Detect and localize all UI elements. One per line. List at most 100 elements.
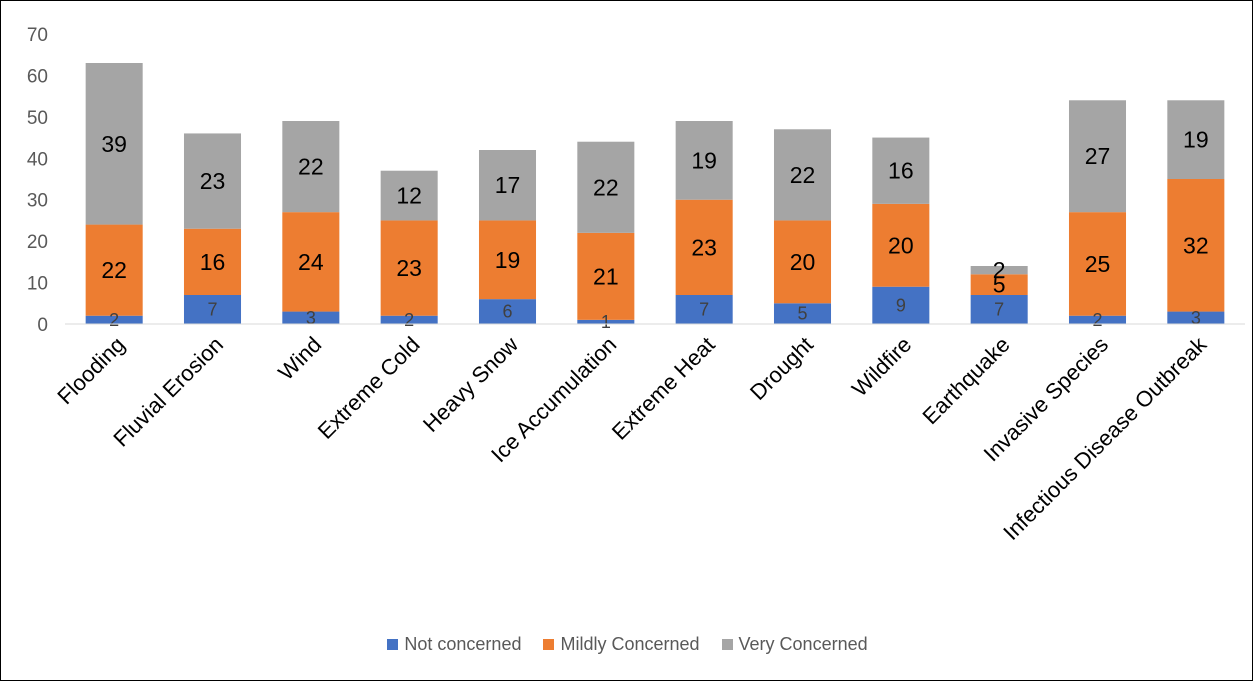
y-tick-label: 30 [27, 191, 48, 212]
legend-item: Not concerned [387, 634, 521, 655]
bar-segment [183, 228, 242, 295]
data-label: 22 [790, 162, 816, 188]
bar-segment [183, 295, 242, 324]
bar-segment [577, 232, 635, 320]
bar-segment [85, 315, 143, 324]
bar-segment [577, 319, 635, 324]
bar-segment [1068, 315, 1127, 324]
legend-item: Very Concerned [721, 634, 868, 655]
bar-segment [282, 212, 340, 312]
data-label: 25 [1085, 251, 1111, 277]
x-tick-label: Drought [745, 332, 818, 405]
bar-segment [577, 141, 635, 233]
bar-segment [1167, 100, 1225, 179]
bar-segment [282, 311, 340, 324]
x-tick-label: Wildfire [847, 332, 917, 402]
y-tick-label: 10 [27, 274, 48, 295]
data-label: 3 [1191, 308, 1201, 328]
y-tick-label: 70 [27, 25, 48, 46]
data-label: 5 [797, 304, 807, 324]
y-tick-label: 50 [27, 108, 48, 129]
x-tick-label: Earthquake [917, 332, 1014, 429]
data-label: 1 [601, 312, 611, 332]
bar-segment [675, 199, 733, 295]
bar-segment [675, 295, 733, 324]
data-label: 20 [888, 232, 914, 258]
legend: Not concerned Mildly Concerned Very Concer… [1, 634, 1253, 655]
data-label: 2 [404, 310, 414, 330]
data-label: 19 [495, 247, 521, 273]
y-tick-label: 60 [27, 66, 48, 87]
bar-segment [773, 303, 832, 324]
bar-segment [773, 129, 832, 221]
bar-segment [675, 121, 733, 200]
data-label: 17 [495, 172, 521, 198]
bar-segment [478, 220, 537, 300]
data-label: 16 [200, 249, 226, 275]
x-tick-label: Extreme Cold [313, 332, 425, 444]
x-tick-label: Extreme Heat [607, 332, 720, 445]
data-label: 20 [790, 249, 816, 275]
bar-segment [1167, 179, 1225, 312]
bar-segment [1068, 212, 1127, 316]
bar-segment [872, 137, 930, 204]
data-label: 23 [396, 255, 422, 281]
legend-swatch [543, 639, 555, 650]
bar-segment [1068, 100, 1127, 213]
bar-segment [183, 133, 242, 229]
data-label: 12 [396, 183, 422, 209]
data-label: 6 [502, 302, 512, 322]
bar-segment [773, 220, 832, 304]
legend-label: Very Concerned [738, 634, 868, 654]
bar-segment [380, 315, 438, 324]
bar-segment [380, 220, 438, 316]
x-tick-label: Heavy Snow [418, 332, 523, 437]
data-label: 19 [691, 147, 717, 173]
data-label: 22 [298, 154, 324, 180]
data-label: 24 [298, 249, 324, 275]
data-label: 19 [1183, 127, 1209, 153]
legend-swatch [721, 639, 733, 650]
data-labels: 2223971623324222231261917121227231952022… [101, 127, 1208, 332]
data-label: 7 [207, 300, 217, 320]
bar-segment [872, 203, 930, 287]
data-label: 22 [101, 257, 127, 283]
data-label: 2 [993, 257, 1006, 283]
x-tick-label: Flooding [52, 332, 129, 409]
bar-segment [970, 266, 1028, 275]
data-label: 2 [109, 310, 119, 330]
bar-segment [478, 299, 537, 324]
bar-segment [282, 121, 340, 213]
y-tick-label: 40 [27, 149, 48, 170]
data-label: 23 [691, 234, 717, 260]
data-label: 3 [306, 308, 316, 328]
x-tick-label: Wind [273, 332, 326, 385]
bar-segment [85, 224, 143, 316]
data-label: 16 [888, 158, 914, 184]
data-label: 7 [994, 300, 1004, 320]
bar-segment [478, 150, 537, 221]
data-label: 2 [1092, 310, 1102, 330]
legend-swatch [387, 639, 399, 650]
bar-segment [970, 274, 1028, 295]
bars [85, 63, 1225, 324]
bar-segment [85, 63, 143, 225]
bar-segment [970, 295, 1028, 324]
y-tick-label: 0 [37, 315, 48, 336]
x-tick-label: Infectious Disease Outbreak [998, 331, 1212, 545]
data-label: 9 [896, 295, 906, 315]
data-label: 5 [993, 272, 1006, 298]
y-tick-label: 20 [27, 232, 48, 253]
legend-label: Mildly Concerned [560, 634, 700, 654]
bar-segment [872, 286, 930, 324]
data-label: 27 [1085, 143, 1111, 169]
data-label: 39 [101, 131, 127, 157]
data-label: 21 [593, 263, 619, 289]
data-label: 32 [1183, 232, 1209, 258]
legend-item: Mildly Concerned [543, 634, 700, 655]
data-label: 23 [200, 168, 226, 194]
y-axis: 0 10 20 30 40 50 60 70 [27, 25, 48, 336]
legend-label: Not concerned [404, 634, 522, 654]
